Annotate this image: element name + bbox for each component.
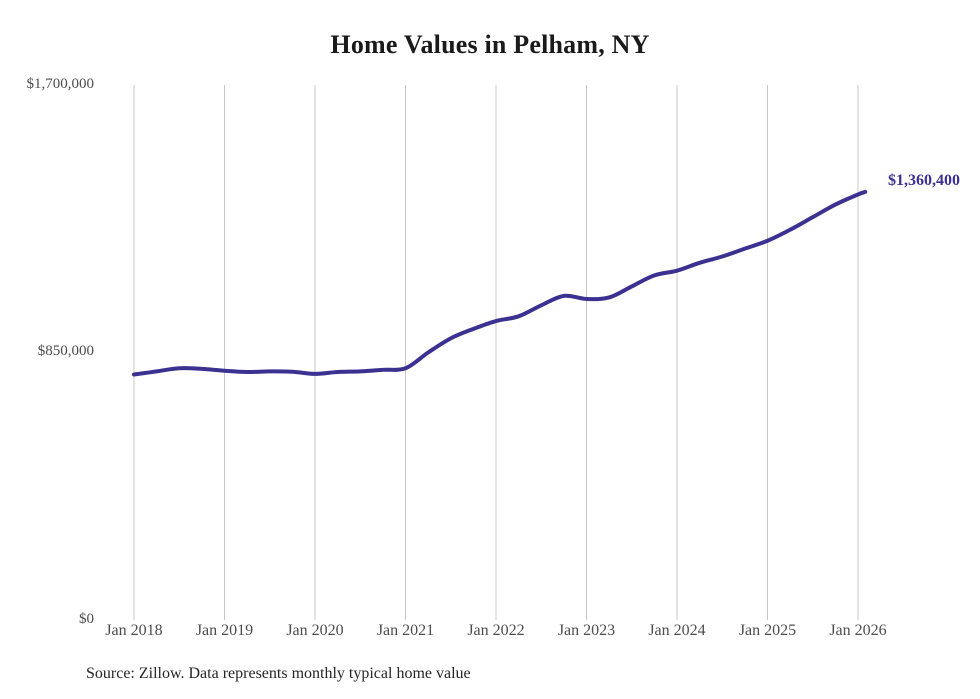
- x-axis-tick-label: Jan 2018: [105, 622, 163, 639]
- x-axis-tick-label: Jan 2021: [376, 622, 435, 639]
- x-axis-tick-label: Jan 2019: [195, 622, 254, 639]
- source-note: Source: Zillow. Data represents monthly …: [86, 665, 471, 682]
- series-line: [132, 189, 868, 377]
- x-axis-tick-label: Jan 2024: [648, 622, 706, 639]
- x-axis-tick-label: Jan 2022: [467, 622, 525, 639]
- gridline-group: [133, 85, 859, 620]
- x-axis-tick-label: Jan 2026: [829, 622, 887, 639]
- chart-title: Home Values in Pelham, NY: [330, 30, 650, 59]
- x-axis-tick-label: Jan 2025: [738, 622, 797, 639]
- y-axis-tick-label-middle: $850,000: [37, 343, 94, 359]
- y-axis-tick-label-top: $1,700,000: [26, 76, 95, 92]
- data-series-group: [132, 189, 868, 377]
- x-axis-tick-label: Jan 2023: [557, 622, 616, 639]
- end-value-annotation: $1,360,400: [888, 172, 960, 189]
- x-axis-tick-label: Jan 2020: [286, 622, 344, 639]
- y-axis-tick-label-bottom: $0: [79, 611, 94, 627]
